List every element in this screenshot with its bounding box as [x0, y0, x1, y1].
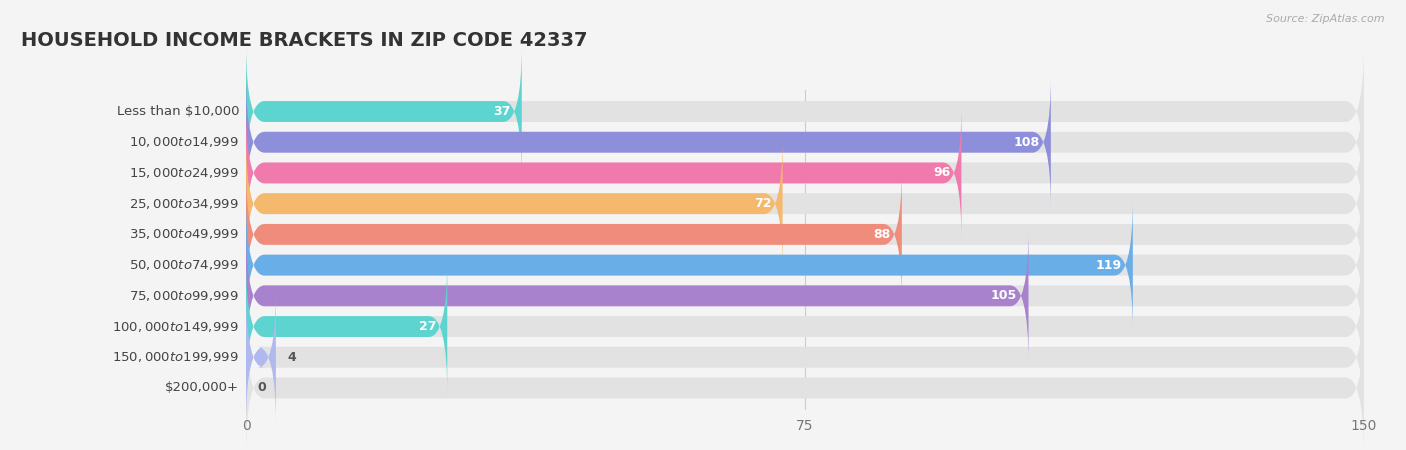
Text: $75,000 to $99,999: $75,000 to $99,999 [129, 289, 239, 303]
FancyBboxPatch shape [246, 230, 1029, 362]
FancyBboxPatch shape [246, 199, 1364, 332]
Text: $25,000 to $34,999: $25,000 to $34,999 [129, 197, 239, 211]
FancyBboxPatch shape [246, 137, 1364, 270]
FancyBboxPatch shape [246, 260, 1364, 393]
FancyBboxPatch shape [246, 199, 1133, 332]
FancyBboxPatch shape [246, 76, 1364, 209]
FancyBboxPatch shape [246, 291, 276, 423]
Text: Less than $10,000: Less than $10,000 [117, 105, 239, 118]
Text: 4: 4 [287, 351, 295, 364]
Text: $150,000 to $199,999: $150,000 to $199,999 [112, 350, 239, 364]
Text: 0: 0 [257, 382, 266, 395]
FancyBboxPatch shape [246, 260, 447, 393]
Text: $50,000 to $74,999: $50,000 to $74,999 [129, 258, 239, 272]
FancyBboxPatch shape [246, 107, 962, 239]
Text: $35,000 to $49,999: $35,000 to $49,999 [129, 227, 239, 241]
Text: 96: 96 [934, 166, 950, 180]
Text: $200,000+: $200,000+ [165, 382, 239, 395]
FancyBboxPatch shape [246, 45, 1364, 178]
FancyBboxPatch shape [246, 76, 1050, 209]
Text: Source: ZipAtlas.com: Source: ZipAtlas.com [1267, 14, 1385, 23]
FancyBboxPatch shape [246, 137, 783, 270]
Text: 37: 37 [494, 105, 510, 118]
FancyBboxPatch shape [246, 45, 522, 178]
FancyBboxPatch shape [246, 107, 1364, 239]
FancyBboxPatch shape [246, 168, 1364, 301]
FancyBboxPatch shape [246, 230, 1364, 362]
Text: $100,000 to $149,999: $100,000 to $149,999 [112, 320, 239, 333]
Text: $15,000 to $24,999: $15,000 to $24,999 [129, 166, 239, 180]
Text: 108: 108 [1014, 136, 1039, 149]
Text: $10,000 to $14,999: $10,000 to $14,999 [129, 135, 239, 149]
FancyBboxPatch shape [246, 291, 1364, 423]
FancyBboxPatch shape [246, 322, 1364, 450]
Text: 119: 119 [1095, 259, 1122, 272]
FancyBboxPatch shape [246, 168, 901, 301]
Text: 27: 27 [419, 320, 436, 333]
Text: 105: 105 [991, 289, 1018, 302]
Text: 72: 72 [754, 197, 772, 210]
Text: HOUSEHOLD INCOME BRACKETS IN ZIP CODE 42337: HOUSEHOLD INCOME BRACKETS IN ZIP CODE 42… [21, 32, 588, 50]
Text: 88: 88 [873, 228, 890, 241]
